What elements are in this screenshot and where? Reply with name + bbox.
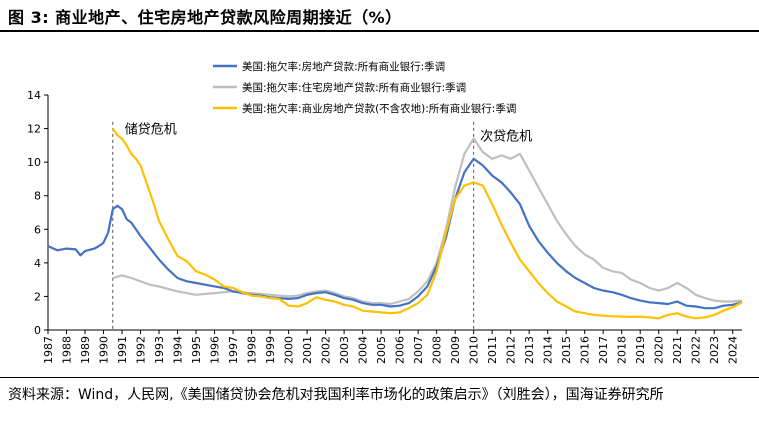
x-tick-label: 1994 bbox=[172, 336, 185, 364]
y-tick-label: 4 bbox=[34, 257, 41, 270]
x-tick-label: 1992 bbox=[135, 336, 148, 364]
x-tick-label: 2006 bbox=[394, 336, 407, 364]
annotation-0: 储贷危机 bbox=[125, 123, 177, 138]
x-tick-label: 2014 bbox=[542, 336, 555, 364]
y-axis: 0 2 4 6 8 10 12 14 bbox=[27, 89, 49, 337]
series-line-res bbox=[112, 137, 743, 306]
x-tick-label: 2023 bbox=[708, 336, 721, 364]
annotations: 储贷危机 次贷危机 bbox=[125, 123, 532, 145]
x-tick-label: 2010 bbox=[468, 336, 481, 364]
x-tick-label: 2018 bbox=[616, 336, 629, 364]
y-tick-label: 0 bbox=[34, 324, 41, 337]
x-tick-label: 2004 bbox=[357, 336, 370, 364]
x-tick-label: 2012 bbox=[505, 336, 518, 364]
x-tick-label: 1993 bbox=[153, 336, 166, 364]
x-tick-label: 1997 bbox=[227, 336, 240, 364]
x-axis: 1987 1988 1989 1990 1991 1992 1993 1994 1995 1996… bbox=[42, 329, 742, 364]
x-tick-label: 1996 bbox=[209, 336, 222, 364]
x-tick-label: 2019 bbox=[634, 336, 647, 364]
x-tick-label: 2015 bbox=[560, 336, 573, 364]
bottom-rule bbox=[0, 377, 759, 378]
y-tick-label: 2 bbox=[34, 290, 41, 303]
y-tick-label: 6 bbox=[34, 223, 41, 236]
legend: 美国:拖欠率:房地产贷款:所有商业银行:季调 美国:拖欠率:住宅房地产贷款:所有… bbox=[213, 60, 516, 115]
x-tick-label: 2024 bbox=[727, 336, 740, 364]
x-tick-label: 1999 bbox=[264, 336, 277, 364]
x-tick-label: 2013 bbox=[523, 336, 536, 364]
series-line-re bbox=[47, 157, 743, 310]
y-tick-label: 8 bbox=[34, 190, 41, 203]
x-tick-label: 2020 bbox=[653, 336, 666, 364]
legend-label-res: 美国:拖欠率:住宅房地产贷款:所有商业银行:季调 bbox=[242, 81, 466, 94]
line-chart: 美国:拖欠率:房地产贷款:所有商业银行:季调 美国:拖欠率:住宅房地产贷款:所有… bbox=[27, 60, 743, 364]
x-tick-label: 2022 bbox=[690, 336, 703, 364]
x-tick-label: 2021 bbox=[671, 336, 684, 364]
figure-title: 图 3: 商业地产、住宅房地产贷款风险周期接近（%） bbox=[8, 8, 402, 27]
x-tick-label: 1991 bbox=[116, 336, 129, 364]
x-tick-label: 2007 bbox=[412, 336, 425, 364]
x-tick-label: 2011 bbox=[486, 336, 499, 364]
x-tick-label: 2002 bbox=[320, 336, 333, 364]
source-note: 资料来源：Wind，人民网,《美国储贷协会危机对我国利率市场化的政策启示》（刘胜… bbox=[8, 387, 664, 403]
x-tick-label: 1990 bbox=[98, 336, 111, 364]
x-tick-label: 1987 bbox=[42, 336, 55, 364]
x-tick-label: 2003 bbox=[338, 336, 351, 364]
x-tick-label: 2009 bbox=[449, 336, 462, 364]
series-lines bbox=[47, 127, 743, 320]
y-tick-label: 10 bbox=[27, 156, 41, 169]
x-tick-label: 2008 bbox=[431, 336, 444, 364]
y-tick-label: 12 bbox=[27, 123, 41, 136]
annotation-1: 次贷危机 bbox=[480, 128, 532, 144]
series-line-cre bbox=[111, 127, 743, 320]
top-rule bbox=[0, 30, 759, 32]
x-tick-label: 2017 bbox=[597, 336, 610, 364]
legend-label-cre: 美国:拖欠率:商业房地产贷款(不含农地):所有商业银行:季调 bbox=[242, 102, 516, 115]
x-tick-label: 1988 bbox=[61, 336, 74, 364]
y-tick-label: 14 bbox=[27, 89, 41, 102]
event-lines bbox=[112, 121, 475, 330]
x-tick-label: 2001 bbox=[301, 336, 314, 364]
x-tick-label: 1995 bbox=[190, 336, 203, 364]
x-tick-label: 1998 bbox=[246, 336, 259, 364]
legend-label-re: 美国:拖欠率:房地产贷款:所有商业银行:季调 bbox=[242, 60, 445, 73]
x-tick-label: 2000 bbox=[283, 336, 296, 364]
x-tick-label: 2005 bbox=[375, 336, 388, 364]
x-tick-label: 1989 bbox=[79, 336, 92, 364]
x-tick-label: 2016 bbox=[579, 336, 592, 364]
